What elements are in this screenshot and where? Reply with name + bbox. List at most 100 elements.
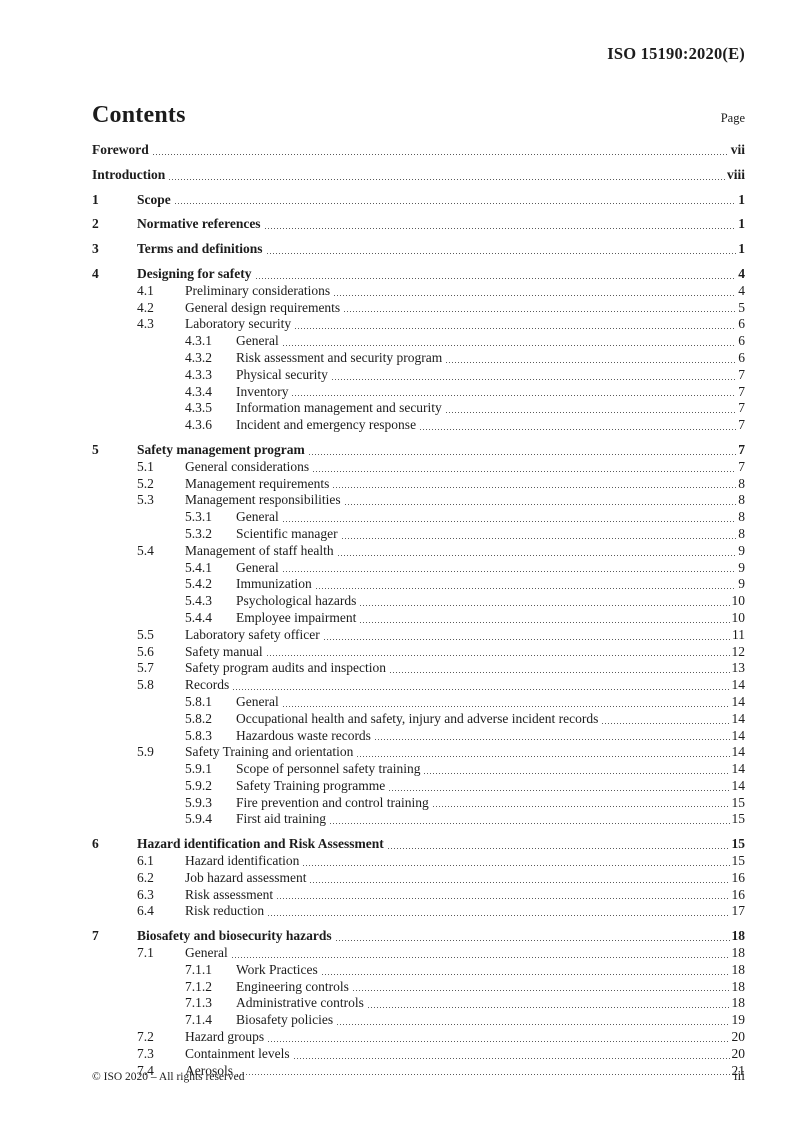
toc-entry-number: 4.3.2 [185,349,212,365]
toc-entry-title: General [236,693,279,709]
toc-row: 2 Normative references 1 [92,216,745,233]
toc-entry-page-number: 15 [731,794,746,810]
document-reference: ISO 15190:2020(E) [607,44,745,63]
toc-entry-title: Safety Training programme [236,777,386,793]
toc-entry-number: 4.2 [137,299,154,315]
toc-entry-page-number: 18 [731,978,746,994]
toc-entry-title: Employee impairment [236,609,357,625]
toc-entry-page-number: 17 [731,903,746,919]
toc-row: 5.9 Safety Training and orientation 14 [92,744,745,761]
toc-entry-number: 4.3 [137,316,154,332]
toc-entry-number: 5.9.4 [185,811,212,827]
toc-entry-number: 5.9.2 [185,777,212,793]
toc-row: 5.4.2 Immunization 9 [92,576,745,593]
toc-entry-page-number: 14 [731,693,746,709]
toc-entry-number: 6.1 [137,853,154,869]
toc-entry-page-number: 6 [738,349,745,365]
dotted-leader [333,487,737,489]
toc-entry-page-number: 8 [738,492,745,508]
toc-entry-number: 5.8.3 [185,727,212,743]
toc-entry-number: 5.9.1 [185,761,212,777]
toc-row: 7.1.3 Administrative controls 18 [92,995,745,1012]
dotted-leader [282,571,737,573]
toc-entry-title: Work Practices [236,961,318,977]
toc-entry-title: Physical security [236,366,328,382]
toc-entry-page-number: 20 [731,1029,746,1045]
dotted-leader [389,789,730,791]
dotted-leader [264,228,737,230]
toc-entry-number: 7.1.3 [185,995,212,1011]
toc-entry-number: 5.8 [137,677,154,693]
toc-row: 4.3.2 Risk assessment and security progr… [92,350,745,367]
dotted-leader [277,898,730,900]
dotted-leader [237,1074,730,1076]
toc-entry-page-number: 10 [731,593,746,609]
toc-entry-page-number: 15 [731,836,746,852]
dotted-leader [233,688,730,690]
toc-entry-title: Fire prevention and control training [236,794,429,810]
toc-entry-number: 3 [92,241,99,257]
dotted-leader [389,672,730,674]
toc-row: 6.3 Risk assessment 16 [92,887,745,904]
toc-row: 4.2 General design requirements 5 [92,300,745,317]
toc-entry-page-number: 18 [731,945,746,961]
dotted-leader [282,344,737,346]
toc-entry-page-number: 9 [738,576,745,592]
toc-entry-page-number: 20 [731,1045,746,1061]
dotted-leader [344,504,737,506]
toc-entry-title: General design requirements [185,299,341,315]
dotted-leader [323,638,730,640]
toc-entry-title: Risk reduction [185,903,265,919]
toc-entry-page-number: 15 [731,811,746,827]
toc-entry-title: Preliminary considerations [185,282,331,298]
dotted-leader [445,412,737,414]
dotted-leader [330,823,730,825]
page-column-label: Page [720,111,745,125]
toc-row: 5.4.1 General 9 [92,560,745,577]
toc-row: 4.3.1 General 6 [92,333,745,350]
toc-entry-title: Management of staff health [185,542,334,558]
toc-entry-title: General [236,509,279,525]
toc-row: 7.1 General 18 [92,945,745,962]
dotted-leader [174,203,737,205]
toc-entry-page-number: 14 [731,677,746,693]
dotted-leader [231,956,730,958]
toc-entry-number: 7.3 [137,1045,154,1061]
toc-entry-number: 5.4.1 [185,559,212,575]
dotted-leader [360,621,730,623]
toc-entry-page-number: 14 [731,727,746,743]
toc-entry-number: 5.3.2 [185,525,212,541]
dotted-leader [337,554,737,556]
toc-row: 1 Scope 1 [92,192,745,209]
toc-entry-title: Laboratory security [185,316,292,332]
toc-row: 5.7 Safety program audits and inspection… [92,660,745,677]
toc-entry-page-number: 7 [738,458,745,474]
toc-entry-number: 4 [92,265,99,281]
toc-entry-number: 1 [92,191,99,207]
toc-entry-title: Scientific manager [236,525,338,541]
toc-entry-number: 2 [92,216,99,232]
dotted-leader [367,1007,730,1009]
dotted-leader [255,277,737,279]
toc-row: 5.6 Safety manual 12 [92,644,745,661]
toc-entry-title: Management requirements [185,475,330,491]
dotted-leader [331,378,737,380]
toc-entry-page-number: 11 [732,626,745,642]
toc-entry-number: 5.3.1 [185,509,212,525]
toc-entry-page-number: 6 [738,316,745,332]
toc-row: 7.2 Hazard groups 20 [92,1029,745,1046]
dotted-leader [169,178,725,180]
toc-row: 6.4 Risk reduction 17 [92,903,745,920]
toc-row: 6 Hazard identification and Risk Assessm… [92,836,745,853]
toc-entry-page-number: 14 [731,761,746,777]
toc-entry-number: 5.6 [137,643,154,659]
toc-row: 5.3 Management responsibilities 8 [92,492,745,509]
toc-entry-page-number: 5 [738,299,745,315]
dotted-leader [292,395,737,397]
dotted-leader [446,361,737,363]
toc-entry-title: Scope of personnel safety training [236,761,421,777]
toc-list: Foreword vii Introduction viii 1 Scope 1… [92,142,745,1079]
dotted-leader [293,1057,730,1059]
toc-row: 7.1.1 Work Practices 18 [92,962,745,979]
